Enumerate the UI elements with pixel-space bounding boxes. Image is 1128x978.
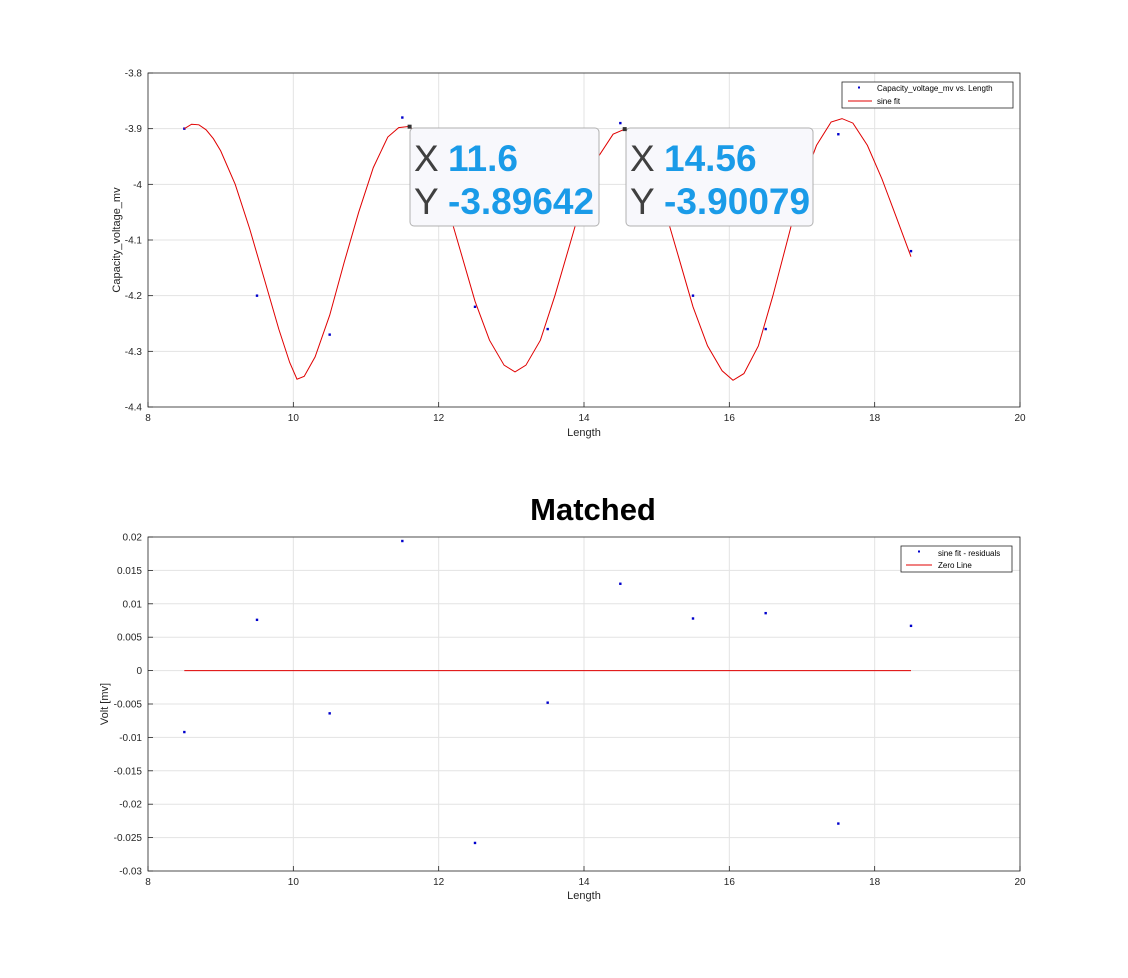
plot-bottom-legend[interactable]: sine fit - residuals Zero Line (900, 545, 1013, 573)
x-tick-label: 8 (145, 877, 151, 888)
data-point (546, 327, 549, 331)
data-point (473, 305, 477, 308)
datatip-anchor-marker (622, 127, 627, 132)
datatip-2-box (625, 127, 814, 227)
datatip-1-y-label: Y (414, 181, 439, 222)
datatip-1[interactable]: X 11.6 Y -3.89642 (409, 127, 600, 227)
y-tick-label: -3.8 (125, 69, 143, 80)
x-tick-label: 18 (869, 413, 881, 424)
x-tick-label: 10 (288, 413, 300, 424)
y-tick-label: -0.01 (119, 733, 142, 744)
data-point (183, 730, 186, 734)
data-point (546, 701, 549, 704)
plot-bottom-ylabel: Volt [mv] (99, 683, 111, 725)
legend-label-data: Capacity_voltage_mv vs. Length (877, 84, 993, 93)
data-point (401, 539, 404, 543)
x-tick-label: 16 (724, 413, 736, 424)
plot-top-xlabel: Length (567, 427, 601, 439)
datatip-2-x-value: 14.56 (664, 138, 757, 179)
legend-label-zero: Zero Line (938, 561, 972, 570)
data-point (837, 133, 840, 136)
y-tick-label: -0.02 (119, 800, 142, 811)
data-point (691, 294, 695, 297)
data-point (909, 249, 913, 253)
x-tick-label: 16 (724, 877, 736, 888)
data-point (764, 611, 767, 615)
plot-bottom-ticks: 8 10 12 14 16 18 20 0.02 0.015 0.01 0.005 0 -0.005 -0… (114, 533, 1026, 889)
data-point (255, 294, 259, 297)
x-tick-label: 20 (1014, 877, 1026, 888)
legend-marker-data (858, 86, 860, 89)
data-point (691, 617, 695, 620)
datatip-1-box (409, 127, 600, 227)
legend-box (900, 545, 1013, 573)
datatip-2-y-value: -3.90079 (664, 181, 810, 222)
y-tick-label: -4.1 (125, 236, 143, 247)
data-point (473, 841, 477, 845)
datatip-anchor-marker (407, 124, 412, 129)
x-tick-label: 14 (578, 413, 590, 424)
y-tick-label: -4 (133, 180, 142, 191)
data-point (619, 121, 622, 125)
plot-bottom-xlabel: Length (567, 890, 601, 902)
legend-label-fit: sine fit (877, 97, 901, 106)
legend-marker-residuals (918, 550, 920, 553)
data-point (401, 116, 404, 119)
legend-box (841, 81, 1014, 109)
datatip-1-x-value: 11.6 (448, 138, 518, 179)
plot-bottom-series (183, 539, 913, 845)
datatip-2[interactable]: X 14.56 Y -3.90079 (625, 127, 814, 227)
x-tick-label: 12 (433, 877, 445, 888)
datatip-1-y-value: -3.89642 (448, 181, 594, 222)
plot-top-ticks: 8 10 12 14 16 18 20 -3.8 -3.9 -4 -4.1 -4.2 -4.3 -4.4 (125, 69, 1026, 425)
x-tick-label: 20 (1014, 413, 1026, 424)
y-tick-label: -4.4 (125, 403, 143, 414)
data-point (619, 582, 622, 585)
plot-bottom-title: Matched (530, 492, 656, 527)
y-tick-label: 0.02 (123, 533, 143, 544)
y-tick-label: -0.005 (114, 700, 143, 711)
plot-top-ylabel: Capacity_voltage_mv (111, 187, 123, 293)
y-tick-label: -4.3 (125, 347, 143, 358)
plot-top-series (183, 116, 913, 381)
plot-top[interactable]: 8 10 12 14 16 18 20-3.8-3.9-4-4.1-4.2-4.3-4.4 … (111, 69, 1026, 440)
y-tick-label: 0 (136, 666, 142, 677)
data-point (328, 712, 331, 715)
x-tick-label: 10 (288, 877, 300, 888)
datatip-anchors (407, 124, 627, 132)
x-tick-label: 12 (433, 413, 445, 424)
legend-label-residuals: sine fit - residuals (938, 549, 1000, 558)
y-tick-label: -3.9 (125, 124, 143, 135)
y-tick-label: -4.2 (125, 291, 143, 302)
data-point (328, 333, 331, 336)
data-point (909, 624, 913, 628)
y-tick-label: 0.01 (123, 599, 143, 610)
x-tick-label: 14 (578, 877, 590, 888)
y-tick-label: -0.03 (119, 867, 142, 878)
x-tick-label: 8 (145, 413, 151, 424)
y-tick-label: 0.015 (117, 566, 142, 577)
y-tick-label: -0.015 (114, 766, 143, 777)
datatip-2-y-label: Y (630, 181, 655, 222)
data-point (837, 822, 840, 825)
y-tick-label: 0.005 (117, 633, 142, 644)
y-tick-label: -0.025 (114, 833, 143, 844)
x-tick-label: 18 (869, 877, 881, 888)
data-point (255, 618, 259, 622)
plot-bottom[interactable]: Matched 8 10 12 14 16 18 20 0.02 0.015 0.01 0.005 0… (99, 492, 1026, 902)
datatip-2-x-label: X (630, 138, 655, 179)
series-line (184, 118, 912, 381)
plot-top-legend[interactable]: Capacity_voltage_mv vs. Length sine fit (841, 81, 1014, 109)
datatip-1-x-label: X (414, 138, 439, 179)
data-point (764, 327, 767, 331)
